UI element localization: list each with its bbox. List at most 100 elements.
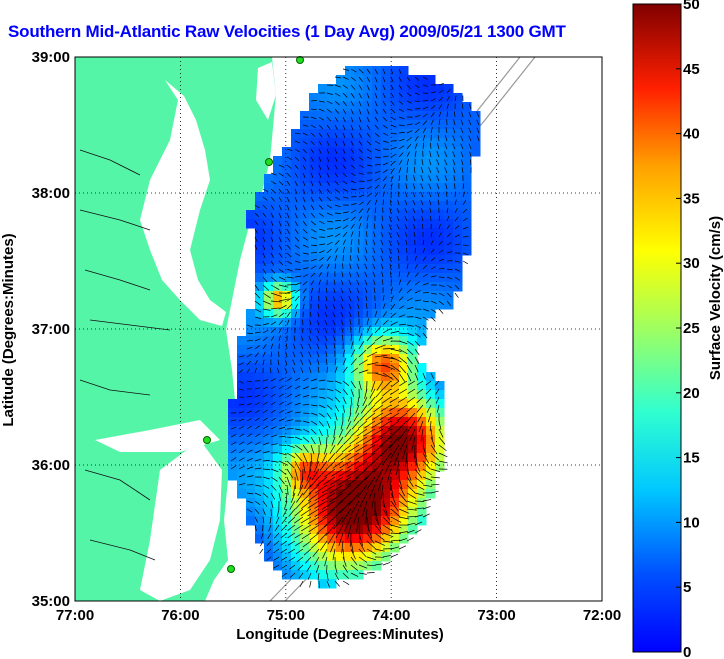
velocity-arrow: [406, 372, 412, 382]
velocity-cell: [309, 363, 319, 373]
velocity-arrow: [326, 116, 332, 122]
velocity-arrow: [326, 366, 328, 374]
velocity-arrow: [406, 92, 412, 97]
velocity-arrow: [294, 295, 300, 302]
colorbar-label: Surface Velocity (cm/s): [707, 216, 724, 380]
velocity-arrow: [430, 119, 434, 126]
velocity-arrow: [422, 273, 429, 278]
velocity-cell: [336, 183, 346, 193]
velocity-arrow: [343, 436, 352, 445]
velocity-arrow: [286, 468, 294, 479]
velocity-cell: [417, 282, 427, 292]
velocity-cell: [462, 228, 472, 238]
velocity-cell: [399, 381, 409, 391]
velocity-cell: [309, 291, 319, 301]
velocity-arrow: [342, 231, 348, 238]
colorbar-tick-label: 15: [683, 450, 700, 467]
velocity-arrow: [382, 132, 389, 136]
velocity-cell: [453, 111, 463, 121]
velocity-arrow: [326, 204, 333, 209]
velocity-arrow: [310, 387, 318, 390]
velocity-cell: [354, 570, 364, 580]
velocity-arrow: [238, 418, 245, 422]
velocity-arrow: [356, 295, 360, 302]
y-axis-label: Latitude (Degrees:Minutes): [0, 233, 17, 426]
velocity-arrow: [262, 220, 266, 226]
velocity-cell: [381, 453, 391, 463]
velocity-cell: [426, 165, 436, 175]
velocity-arrow: [314, 500, 328, 509]
velocity-arrow: [398, 348, 408, 355]
velocity-arrow: [340, 304, 344, 310]
velocity-cell: [417, 210, 427, 220]
velocity-arrow: [399, 436, 408, 451]
velocity-arrow: [334, 92, 341, 97]
station-marker[interactable]: [265, 158, 273, 166]
velocity-cell: [309, 507, 319, 517]
velocity-arrow: [262, 476, 270, 480]
velocity-arrow: [425, 380, 432, 386]
velocity-arrow: [350, 116, 354, 123]
velocity-arrow: [302, 452, 308, 464]
station-marker[interactable]: [203, 436, 211, 444]
velocity-cell: [336, 165, 346, 175]
velocity-arrow: [340, 319, 344, 326]
velocity-arrow: [430, 248, 435, 254]
velocity-cell: [318, 156, 328, 166]
velocity-arrow: [307, 516, 320, 525]
velocity-arrow: [446, 233, 452, 238]
velocity-arrow: [350, 148, 355, 154]
velocity-arrow: [334, 76, 342, 79]
velocity-arrow: [437, 142, 440, 150]
station-marker[interactable]: [227, 565, 235, 573]
velocity-arrow: [334, 140, 338, 146]
velocity-cell: [309, 390, 319, 400]
velocity-arrow: [438, 119, 441, 126]
velocity-cell: [345, 354, 355, 364]
velocity-arrow: [446, 103, 449, 110]
velocity-cell: [318, 327, 328, 337]
velocity-arrow: [278, 298, 290, 302]
station-marker[interactable]: [296, 56, 304, 64]
velocity-cell: [282, 345, 292, 355]
velocity-arrow: [350, 349, 356, 358]
velocity-arrow: [310, 196, 314, 203]
velocity-arrow: [342, 196, 349, 199]
velocity-cell: [318, 309, 328, 319]
velocity-arrow: [422, 264, 428, 270]
velocity-cell: [345, 417, 355, 427]
velocity-cell: [300, 237, 310, 247]
velocity-arrow: [338, 468, 352, 477]
velocity-cell: [255, 264, 265, 274]
velocity-arrow: [294, 402, 301, 406]
velocity-arrow: [364, 420, 376, 429]
velocity-cell: [309, 93, 319, 103]
velocity-arrow: [294, 282, 302, 286]
velocity-arrow: [358, 572, 367, 575]
velocity-cell: [345, 219, 355, 229]
velocity-cell: [363, 210, 373, 220]
velocity-arrow: [337, 436, 344, 446]
velocity-arrow: [417, 412, 424, 423]
velocity-arrow: [398, 116, 405, 120]
velocity-arrow: [289, 564, 296, 570]
velocity-arrow: [438, 104, 443, 110]
velocity-arrow: [370, 444, 384, 455]
velocity-arrow: [390, 108, 396, 114]
velocity-arrow: [390, 303, 396, 310]
velocity-arrow: [430, 266, 437, 270]
velocity-cell: [408, 174, 418, 184]
velocity-cell: [336, 291, 346, 301]
velocity-cell: [264, 507, 274, 517]
velocity-arrow: [302, 267, 309, 270]
velocity-arrow: [406, 396, 416, 403]
velocity-cell: [327, 111, 337, 121]
velocity-arrow: [326, 412, 332, 420]
velocity-arrow: [308, 524, 320, 533]
velocity-cell: [273, 255, 283, 265]
velocity-arrow: [333, 279, 336, 286]
velocity-arrow: [254, 331, 261, 334]
velocity-cell: [354, 147, 364, 157]
velocity-cell: [336, 228, 346, 238]
velocity-cell: [408, 255, 418, 265]
